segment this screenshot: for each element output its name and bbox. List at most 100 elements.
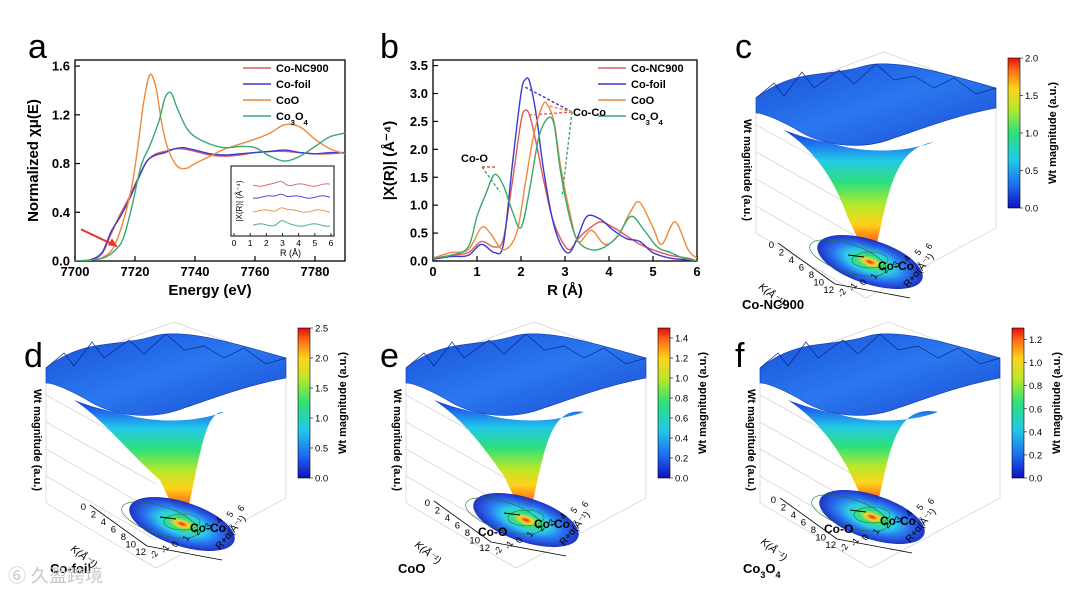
r-tick-label: 5	[914, 502, 925, 512]
inset-tick-label: 0	[232, 238, 237, 248]
k-tick-label: 4	[445, 513, 450, 524]
r-tick-label: -1	[502, 539, 515, 551]
grid-line	[45, 421, 157, 485]
legend-label: Co-NC900	[631, 63, 684, 75]
surface-funnel	[434, 400, 584, 514]
y-tick-label: 0.0	[52, 254, 70, 269]
r-tick-label: 0	[859, 532, 870, 542]
r-tick-label: 3	[546, 517, 557, 527]
r-tick-label: 3	[890, 259, 901, 269]
inset-line-co3o4	[252, 220, 331, 227]
watermark: ⑥ 久盈跨境	[8, 566, 103, 586]
contour-line	[853, 506, 891, 524]
inset-line-coo	[252, 207, 331, 213]
surface-funnel	[74, 400, 224, 518]
contour-line	[809, 239, 887, 277]
r-tick-label: 1	[180, 533, 191, 543]
pointer-line	[847, 254, 865, 258]
r-tick-label: 6	[235, 503, 246, 513]
r-tick-label: 0	[169, 539, 180, 549]
colorbar-tick-label: 2.5	[315, 324, 328, 335]
contour-line	[507, 509, 545, 527]
x-tick-label: 3	[561, 264, 568, 279]
panel-letter: a	[28, 28, 47, 66]
inset-line-co-nc900	[252, 180, 331, 187]
k-tick-label: 12	[823, 285, 834, 296]
r-tick-label: 1	[524, 529, 535, 539]
y-tick-label: 2.0	[410, 142, 428, 157]
surface-top	[755, 63, 997, 146]
y-tick-label: 1.6	[52, 59, 70, 74]
k-tick-label: 12	[479, 543, 490, 554]
inset-tick-label: 4	[296, 238, 301, 248]
series-group	[75, 73, 345, 261]
annotation-co-o: Co-O	[461, 153, 488, 165]
colorbar-label: Wt magnitude (a.u.)	[1047, 82, 1059, 184]
r-tick-label: 4	[213, 515, 224, 525]
panel-letter: b	[380, 28, 399, 66]
x-tick-label: 7760	[241, 264, 270, 279]
colorbar-tick-label: 0.0	[1025, 204, 1038, 215]
pointer-line	[159, 516, 177, 520]
panel-b: b 0 1 2 3 4 5 6 0.0 0.5 1.0 1.5 2.0 2.5 3.0 3.5 R (Å) |X…	[380, 28, 701, 299]
r-tick-label: -2	[491, 545, 504, 557]
series-line-co-foil	[75, 146, 345, 261]
k-tick-label: 8	[811, 525, 816, 536]
colorbar-tick-label: 0.2	[1029, 450, 1042, 461]
colorbar-tick-label: 0.8	[675, 394, 688, 405]
z-axis-label: Wt magnitude (a.u.)	[745, 389, 757, 491]
x-tick-label: 0	[429, 264, 436, 279]
y-tick-label: 1.2	[52, 107, 70, 122]
inset-tick-label: 5	[312, 238, 317, 248]
floor-axis	[433, 500, 567, 557]
y-tick-label: 1.0	[410, 198, 428, 213]
peak-label: Co-Co	[878, 259, 914, 273]
colorbar-tick-label: 0.4	[675, 434, 688, 445]
colorbar-tick-label: 0.2	[675, 454, 688, 465]
annotation-dash	[561, 111, 573, 198]
r-tick-label: 4	[903, 508, 914, 518]
colorbar-tick-label: 2.0	[1025, 54, 1038, 65]
panel-letter: d	[24, 337, 43, 375]
r-tick-label: 0	[857, 277, 868, 287]
k-tick-label: 2	[91, 510, 96, 521]
k-tick-label: 10	[813, 278, 824, 289]
surface-floor	[817, 235, 923, 289]
peak-label: Co-Co	[534, 517, 570, 531]
r-tick-label: -2	[147, 549, 160, 561]
floor-axis	[779, 497, 913, 554]
r-tick-label: 6	[579, 499, 590, 509]
sample-label: Co3O4	[743, 561, 781, 580]
colorbar-label: Wt magnitude (a.u.)	[697, 352, 709, 454]
panel-a: a 7700 7720 7740 7760 7780 0.0 0.4 0.8 1.2 1.6 Ene…	[25, 28, 346, 299]
x-axis-label: R (Å)	[547, 282, 583, 299]
peak-label: Co-Co	[880, 514, 916, 528]
surface-top	[45, 333, 287, 416]
k-tick-label: 6	[455, 521, 460, 532]
r-tick-label: 3	[892, 514, 903, 524]
y-tick-label: 0.8	[52, 156, 70, 171]
surface-top	[405, 333, 647, 416]
edge-arrow-head	[108, 238, 117, 247]
k-tick-label: 12	[135, 547, 146, 558]
x-tick-label: 5	[649, 264, 656, 279]
series-line-co3o4	[75, 91, 345, 261]
surface-floor	[473, 493, 579, 547]
r-tick-label: -2	[837, 542, 850, 554]
colorbar-tick-label: 1.0	[1029, 358, 1042, 369]
x-axis-label: Energy (eV)	[168, 282, 251, 299]
peak-annotations: Co-O Co-Co	[461, 86, 606, 198]
colorbar-tick-label: 2.0	[315, 354, 328, 365]
colorbar-tick-label: 1.0	[315, 414, 328, 425]
colorbar	[1011, 327, 1025, 479]
inset-x-label: R (Å)	[280, 248, 301, 258]
grid-line	[405, 421, 517, 485]
colorbar	[657, 327, 671, 479]
r-tick-label: 5	[224, 509, 235, 519]
legend-label: CoO	[631, 95, 655, 107]
y-tick-label: 1.5	[410, 170, 428, 185]
r-tick-label: 0	[513, 535, 524, 545]
legend-label: Co3O4	[276, 111, 309, 127]
peak-label: Co-O	[478, 525, 507, 539]
